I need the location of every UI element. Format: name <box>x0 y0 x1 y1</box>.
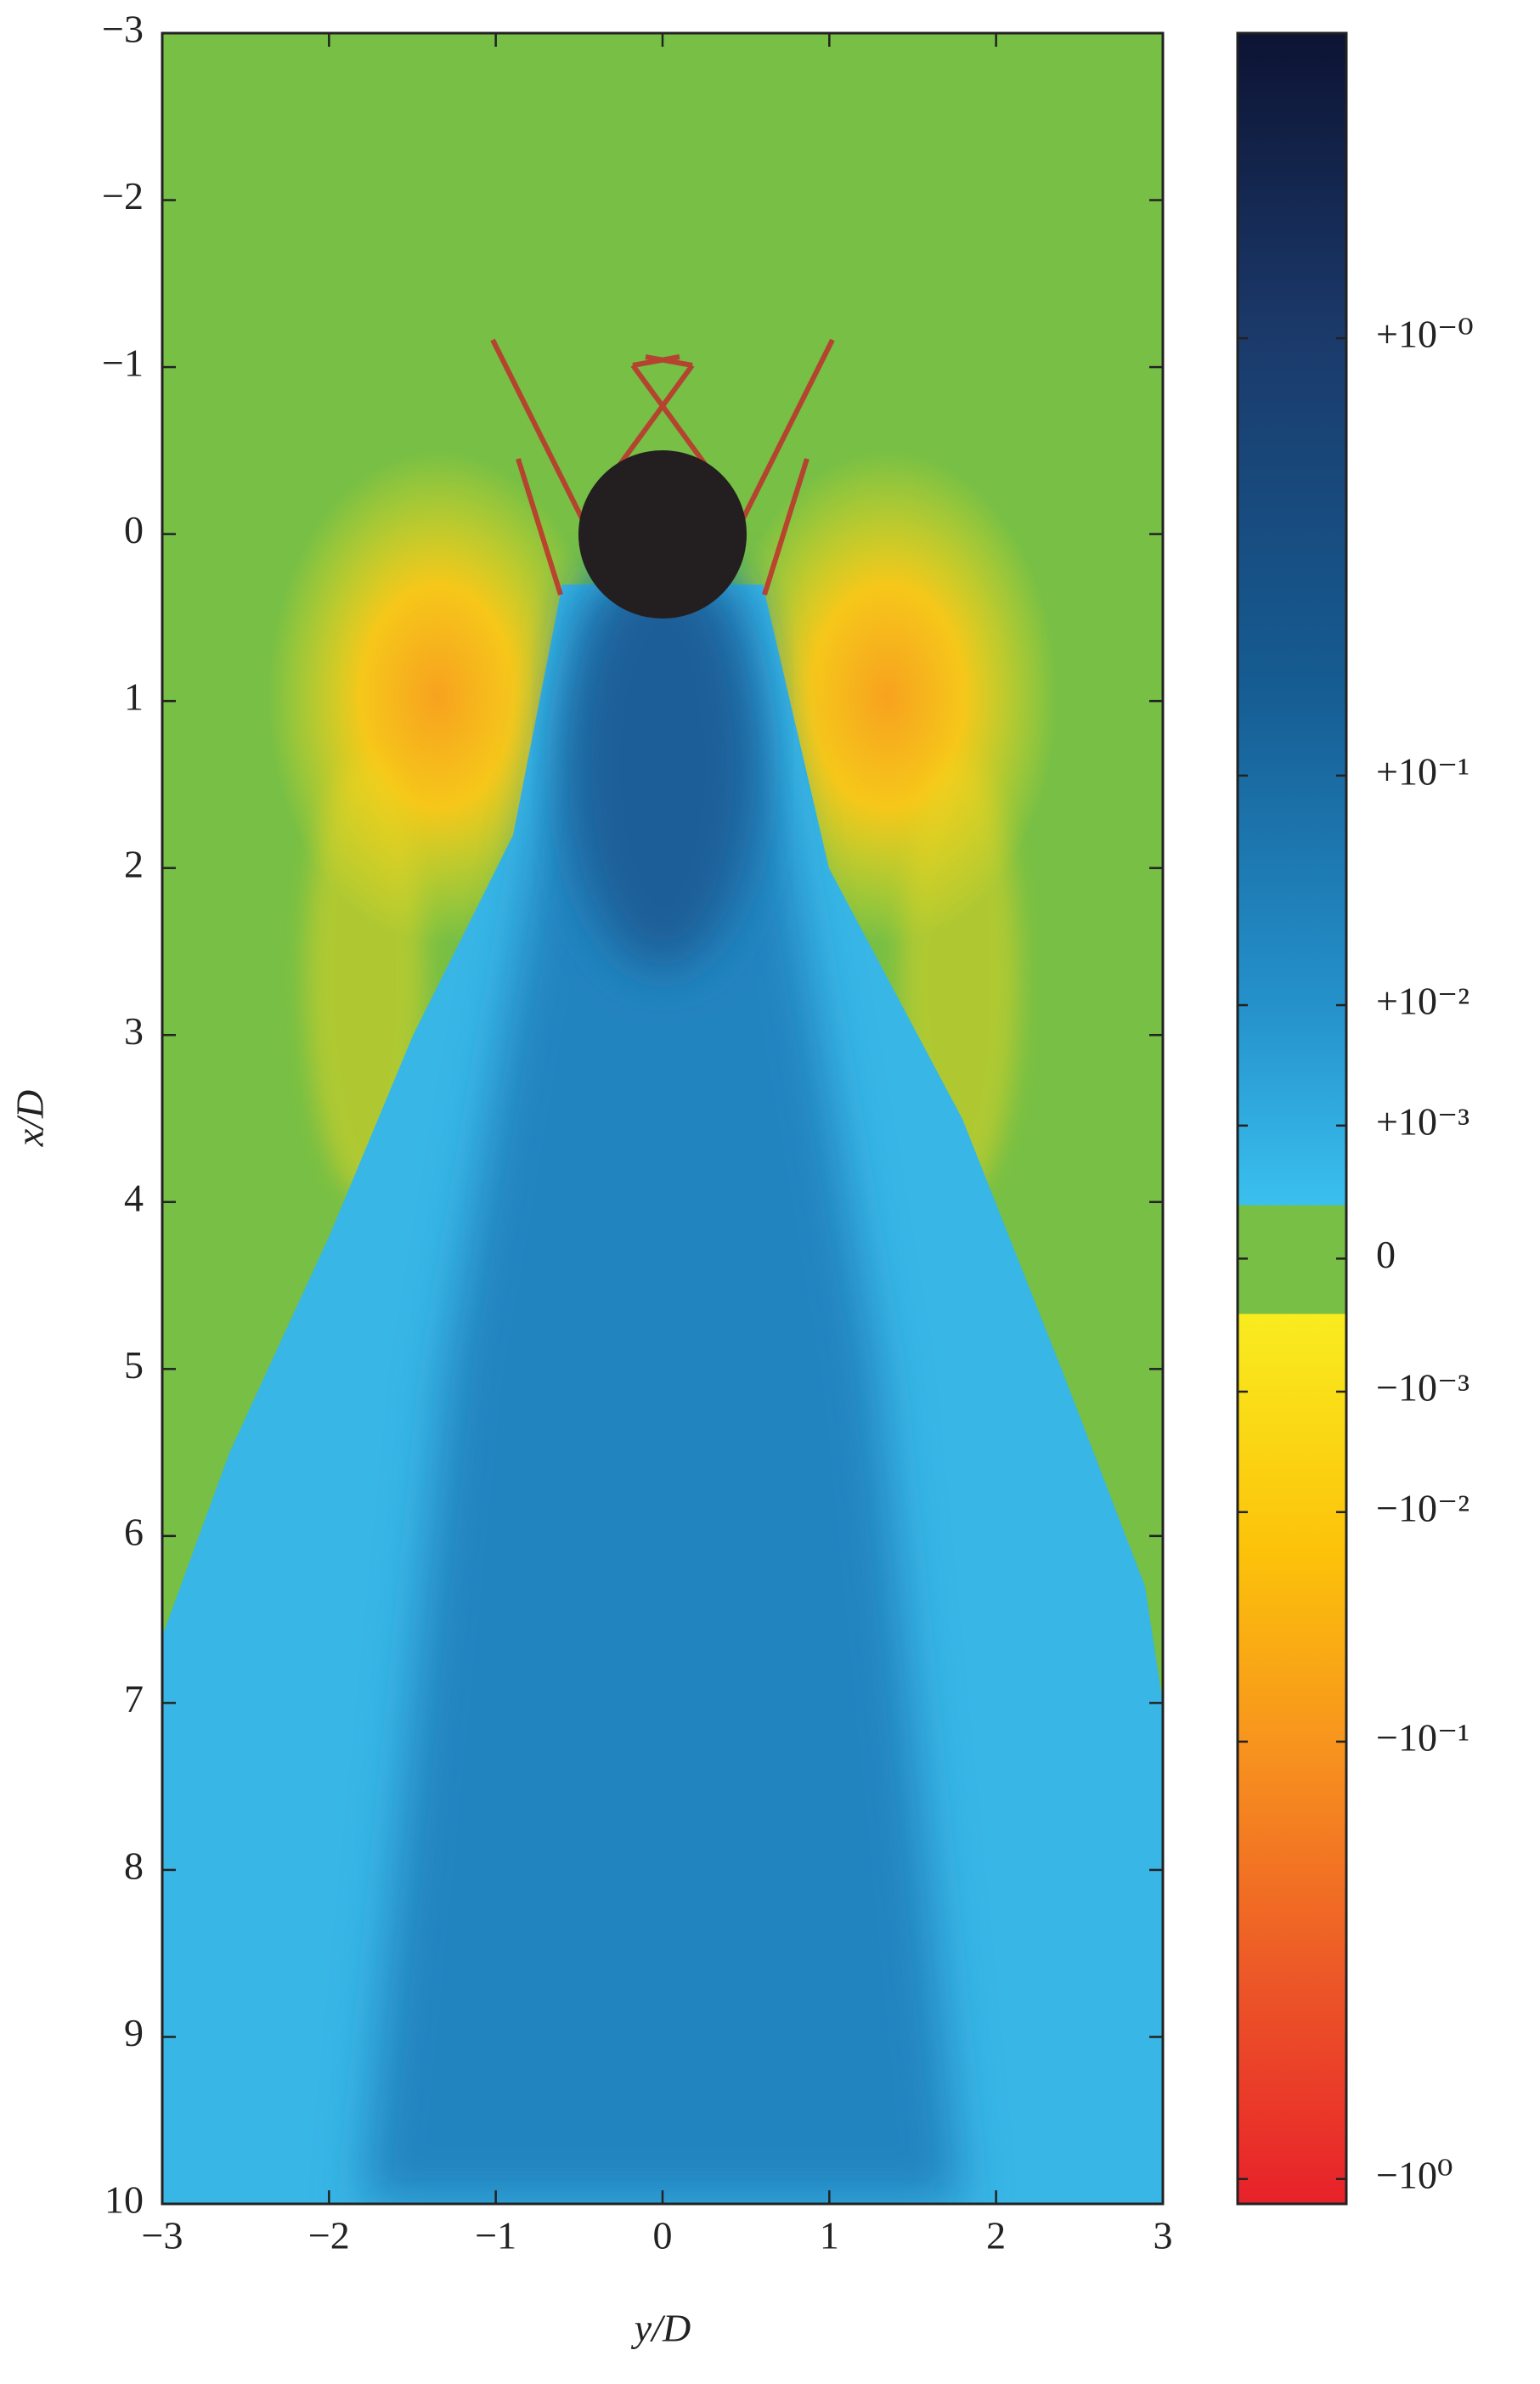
y-tick-label: 4 <box>124 1176 144 1219</box>
colorbar-tick-label: −10⁻³ <box>1376 1366 1469 1409</box>
cylinder <box>578 450 747 619</box>
colorbar-tick-label: +10⁻⁰ <box>1376 313 1474 356</box>
near-wake <box>569 561 756 969</box>
x-tick-label: 1 <box>820 2214 839 2257</box>
colorbar-tick-label: −10⁰ <box>1376 2153 1453 2196</box>
y-tick-label: −1 <box>102 342 144 385</box>
colorbar-tick-label: −10⁻¹ <box>1376 1715 1469 1759</box>
colorbar-tick-label: +10⁻¹ <box>1376 749 1469 793</box>
colorbar-tick-label: +10⁻² <box>1376 980 1469 1023</box>
y-tick-label: 7 <box>124 1677 144 1720</box>
x-tick-label: 2 <box>986 2214 1006 2257</box>
y-axis-label: x/D <box>8 1090 52 1147</box>
y-tick-label: 6 <box>124 1510 144 1553</box>
colorbar-tick-label: 0 <box>1376 1233 1396 1276</box>
y-tick-label: 8 <box>124 1844 144 1887</box>
shock-lines <box>490 338 835 596</box>
colorbar-tick-label: +10⁻³ <box>1376 1099 1469 1143</box>
y-tick-label: 9 <box>124 2011 144 2054</box>
y-tick-label: −3 <box>102 8 144 51</box>
y-tick-label: 5 <box>124 1343 144 1387</box>
y-tick-label: 2 <box>124 842 144 885</box>
colorbar <box>1236 31 1348 2206</box>
x-axis-label: y/D <box>631 2307 691 2350</box>
x-tick-label: −2 <box>308 2214 350 2257</box>
field <box>162 33 1163 2204</box>
y-tick-label: −2 <box>102 174 144 217</box>
x-tick-label: −1 <box>475 2214 516 2257</box>
y-tick-label: 10 <box>104 2178 144 2222</box>
x-tick-label: 3 <box>1154 2214 1173 2257</box>
y-tick-label: 1 <box>124 675 144 719</box>
y-tick-label: 3 <box>124 1009 144 1053</box>
y-tick-label: 0 <box>124 508 144 551</box>
x-tick-label: −3 <box>142 2214 183 2257</box>
x-tick-label: 0 <box>653 2214 673 2257</box>
wake-core <box>363 585 962 2204</box>
colorbar-tick-label: −10⁻² <box>1376 1486 1469 1529</box>
